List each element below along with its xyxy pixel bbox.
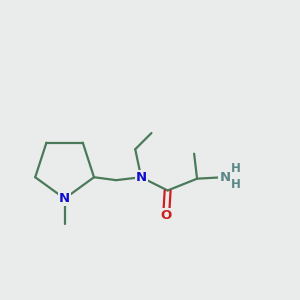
Text: H: H [230,178,240,191]
Text: O: O [160,209,172,222]
Text: H: H [230,162,240,175]
Text: N: N [59,192,70,205]
Text: N: N [220,171,231,184]
Text: N: N [136,171,147,184]
